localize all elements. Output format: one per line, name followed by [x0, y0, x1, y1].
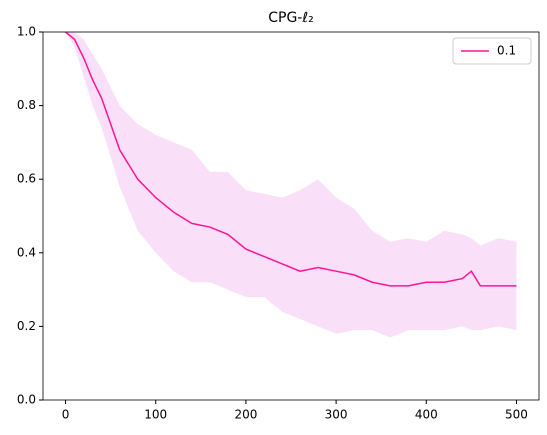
y-tick-label: 0.4: [17, 245, 36, 259]
y-tick-label: 0.0: [17, 393, 36, 407]
y-tick-label: 0.2: [17, 319, 36, 333]
x-tick-label: 400: [415, 408, 438, 422]
line: [65, 32, 517, 287]
legend-label: 0.1: [497, 44, 516, 58]
axes-frame: [42, 31, 540, 401]
x-tick-label: 200: [234, 408, 257, 422]
y-tick-label: 0.6: [17, 172, 36, 186]
y-tick-label: 0.8: [17, 98, 36, 112]
x-tick-label: 300: [325, 408, 348, 422]
y-tick-label: 1.0: [17, 25, 36, 39]
x-tick-label: 500: [505, 408, 528, 422]
chart-title: CPG-ℓ₂: [268, 10, 314, 26]
legend-box: [452, 37, 532, 65]
x-tick-label: 100: [144, 408, 167, 422]
x-tick-label: 0: [62, 408, 70, 422]
plot-area: [65, 32, 517, 338]
confidence-band: [65, 32, 517, 338]
